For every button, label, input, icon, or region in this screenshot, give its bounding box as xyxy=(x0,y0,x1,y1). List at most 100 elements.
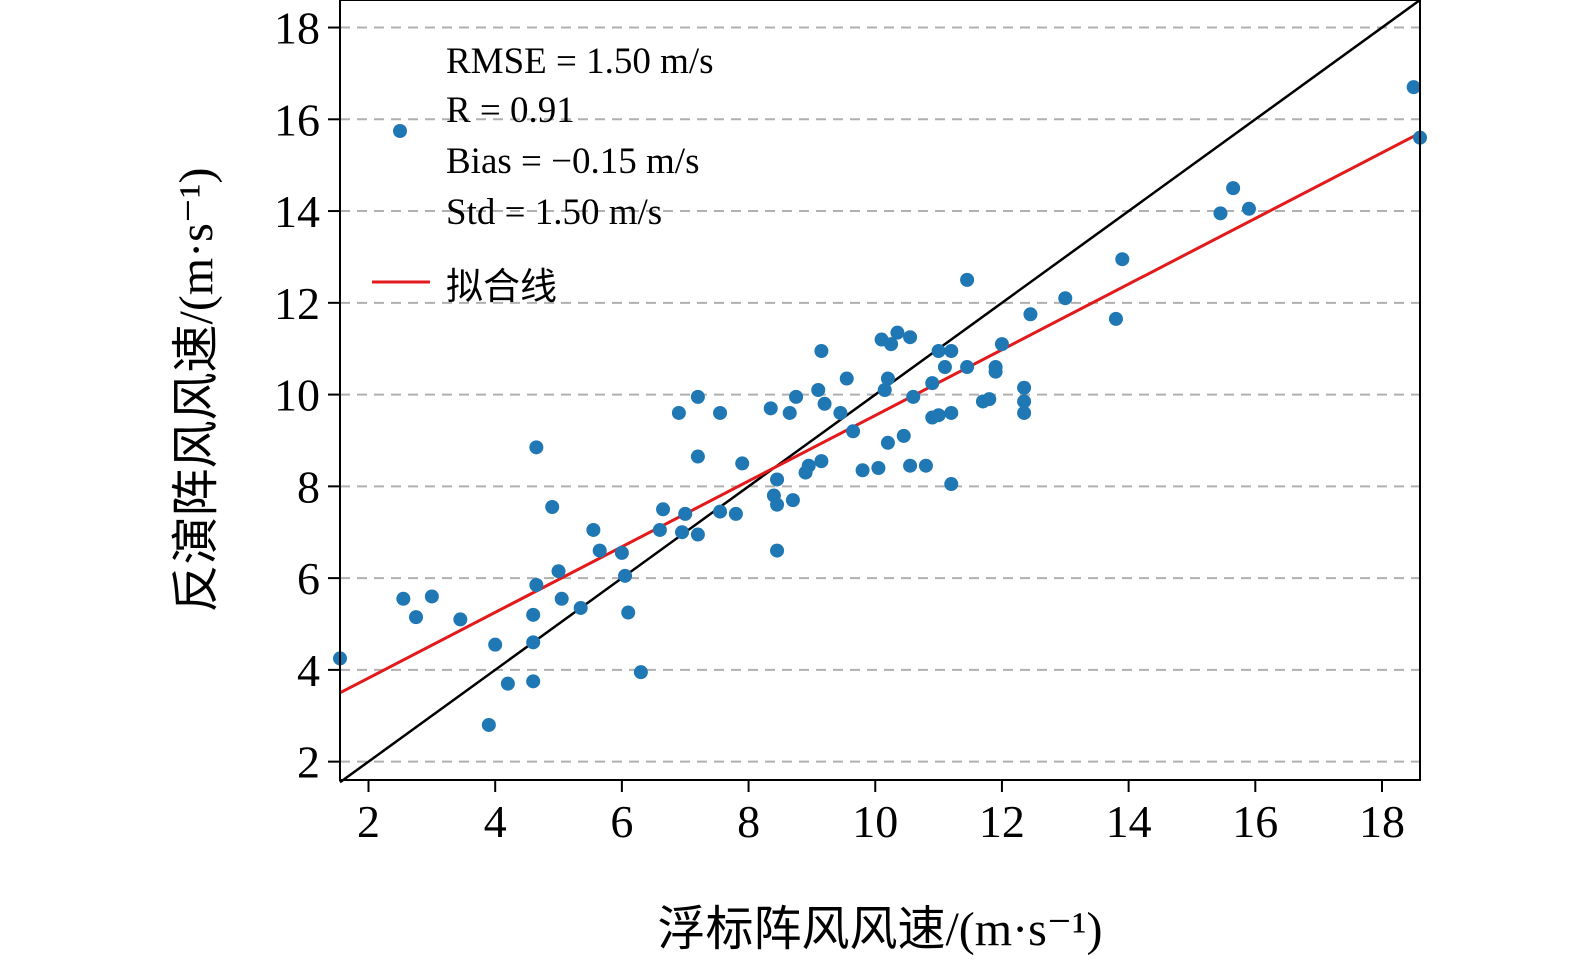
data-point-61 xyxy=(903,330,918,345)
data-point-56 xyxy=(880,435,895,450)
data-point-51 xyxy=(846,424,861,439)
data-point-21 xyxy=(621,605,636,620)
data-point-31 xyxy=(713,504,728,519)
data-point-88 xyxy=(1226,181,1241,196)
x-tick-label-2: 2 xyxy=(357,796,380,847)
data-point-28 xyxy=(690,527,705,542)
plot-frame xyxy=(339,0,1421,781)
y-tick-label-14: 14 xyxy=(274,186,320,237)
data-point-20 xyxy=(618,568,633,583)
grid-lines xyxy=(340,26,1420,763)
legend: RMSE = 1.50 m/s R = 0.91 Bias = −0.15 m/… xyxy=(372,41,714,308)
data-point-58 xyxy=(884,337,899,352)
legend-fit-label: 拟合线 xyxy=(446,266,557,308)
data-point-45 xyxy=(811,383,826,397)
data-point-24 xyxy=(656,502,671,517)
data-point-19 xyxy=(614,545,629,560)
legend-point-marker xyxy=(393,124,407,138)
data-point-55 xyxy=(877,383,892,397)
data-point-53 xyxy=(871,461,886,475)
data-points xyxy=(333,80,1427,732)
x-tick-label-12: 12 xyxy=(979,796,1025,847)
x-tick-label-6: 6 xyxy=(610,796,633,847)
data-point-7 xyxy=(500,676,515,691)
data-point-60 xyxy=(896,428,911,443)
data-point-73 xyxy=(960,360,975,375)
data-point-33 xyxy=(728,506,743,521)
data-point-46 xyxy=(814,454,829,469)
fit-line xyxy=(339,131,1421,695)
data-point-52 xyxy=(855,463,870,478)
data-point-57 xyxy=(880,371,895,386)
data-point-12 xyxy=(529,440,544,455)
data-point-80 xyxy=(1017,405,1032,420)
data-point-41 xyxy=(785,493,800,508)
legend-bias: Bias = −0.15 m/s xyxy=(446,141,699,182)
x-axis-title: 浮标阵风风速/(m·s⁻¹) xyxy=(657,903,1102,956)
data-point-26 xyxy=(675,525,690,540)
data-point-72 xyxy=(944,477,959,492)
data-point-39 xyxy=(770,543,785,558)
data-point-85 xyxy=(1108,311,1123,326)
data-point-22 xyxy=(633,665,648,680)
y-axis-ticks: 2 4 6 8 10 12 14 16 18 xyxy=(274,3,340,788)
x-tick-label-8: 8 xyxy=(737,796,760,847)
data-point-81 xyxy=(1017,394,1032,409)
data-point-10 xyxy=(526,607,541,622)
y-tick-label-10: 10 xyxy=(274,370,320,421)
data-point-15 xyxy=(554,591,569,606)
data-point-1 xyxy=(396,591,411,606)
data-point-14 xyxy=(551,564,566,579)
data-point-38 xyxy=(770,497,785,512)
data-point-5 xyxy=(481,717,496,732)
y-tick-label-2: 2 xyxy=(297,737,320,788)
data-point-17 xyxy=(586,522,601,537)
data-point-79 xyxy=(994,337,1009,352)
data-point-4 xyxy=(453,612,468,627)
data-point-32 xyxy=(713,405,728,420)
data-point-48 xyxy=(817,396,832,411)
data-point-62 xyxy=(903,458,918,473)
y-tick-label-6: 6 xyxy=(297,553,320,604)
y-tick-label-4: 4 xyxy=(297,645,320,696)
data-point-13 xyxy=(545,500,560,514)
data-point-71 xyxy=(944,344,959,358)
data-point-37 xyxy=(770,472,785,487)
data-point-6 xyxy=(488,637,503,652)
data-point-74 xyxy=(960,272,975,287)
data-point-89 xyxy=(1241,201,1256,216)
data-point-66 xyxy=(925,376,940,391)
data-point-83 xyxy=(1023,307,1038,322)
data-point-68 xyxy=(931,344,946,358)
x-tick-label-16: 16 xyxy=(1232,796,1278,847)
data-point-63 xyxy=(906,389,921,404)
y-tick-label-18: 18 xyxy=(274,3,320,54)
x-tick-label-18: 18 xyxy=(1359,796,1405,847)
x-tick-label-14: 14 xyxy=(1106,796,1152,847)
x-axis-ticks: 2 4 6 8 10 12 14 16 18 xyxy=(357,780,1405,847)
y-axis-title: 反演阵风风速/(m·s⁻¹) xyxy=(170,167,223,612)
y-tick-label-8: 8 xyxy=(297,461,320,512)
data-point-59 xyxy=(890,325,905,340)
data-point-82 xyxy=(1017,380,1032,395)
data-point-64 xyxy=(918,458,933,473)
data-point-90 xyxy=(1406,80,1421,95)
data-point-16 xyxy=(573,600,588,615)
data-point-40 xyxy=(782,405,797,420)
data-point-44 xyxy=(801,458,816,473)
legend-std: Std = 1.50 m/s xyxy=(446,192,662,233)
data-point-30 xyxy=(690,389,705,404)
data-point-70 xyxy=(944,405,959,420)
data-point-67 xyxy=(931,408,946,423)
data-point-42 xyxy=(789,389,804,404)
data-point-76 xyxy=(982,392,997,407)
data-point-84 xyxy=(1058,291,1073,306)
y-tick-label-12: 12 xyxy=(274,278,320,329)
x-tick-label-4: 4 xyxy=(484,796,507,847)
y-tick-label-16: 16 xyxy=(274,94,320,145)
data-point-34 xyxy=(735,456,750,471)
data-point-18 xyxy=(592,543,607,558)
data-point-87 xyxy=(1213,206,1228,221)
data-point-8 xyxy=(526,674,541,689)
